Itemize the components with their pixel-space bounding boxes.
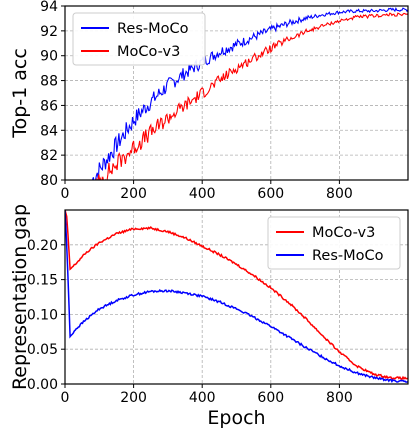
- x-tick-label: 600: [257, 186, 284, 202]
- legend-label: Res-MoCo: [312, 248, 384, 264]
- x-tick-label: 0: [61, 390, 70, 406]
- series-line-moco-v3: [96, 12, 408, 180]
- legend: Res-MoCo MoCo-v3: [72, 12, 206, 66]
- y-tick-label: 88: [40, 74, 58, 90]
- y-tick-label: 80: [40, 173, 58, 189]
- series-line-moco-v3: [65, 210, 408, 381]
- bottom-gap-chart: 0 200 400 600 800 0.00 0.05 0.10 0.15 0.20Represe…: [9, 204, 409, 429]
- y-tick-label: 0.10: [27, 307, 58, 323]
- legend-label: Res-MoCo: [117, 21, 189, 37]
- y-tick-label: 94: [40, 0, 58, 15]
- x-tick-label: 600: [257, 390, 284, 406]
- x-tick-label: 800: [326, 390, 353, 406]
- top-accuracy-chart: 0 200 400 600 800 80 82 84 86 88 90 92 94 Top-1 acc Re…: [9, 0, 409, 202]
- plot-frame: [64, 209, 409, 385]
- y-tick-label: 82: [40, 148, 58, 164]
- y-axis-label: Representation gap: [9, 204, 31, 390]
- y-tick-label: 0.15: [27, 273, 58, 289]
- y-tick-label: 86: [40, 98, 58, 114]
- y-tick-label: 84: [40, 123, 58, 139]
- legend-label: MoCo-v3: [117, 44, 180, 60]
- series-line-res-moco: [65, 210, 408, 384]
- y-tick-label: 0.00: [27, 377, 58, 393]
- y-tick-label: 92: [40, 24, 58, 40]
- legend-label: MoCo-v3: [312, 225, 375, 241]
- y-axis-label: Top-1 acc: [9, 48, 31, 139]
- x-tick-label: 200: [120, 390, 147, 406]
- y-tick-label: 0.20: [27, 238, 58, 254]
- series-line-res-moco: [91, 7, 408, 180]
- plot-frame: [64, 5, 409, 181]
- y-tick-label: 90: [40, 49, 58, 65]
- x-tick-label: 400: [189, 390, 216, 406]
- legend: MoCo-v3 Res-MoCo: [267, 216, 401, 270]
- x-tick-label: 400: [189, 186, 216, 202]
- x-tick-label: 0: [61, 186, 70, 202]
- x-axis-label: Epoch: [207, 407, 265, 429]
- x-tick-label: 200: [120, 186, 147, 202]
- x-tick-label: 800: [326, 186, 353, 202]
- y-tick-label: 0.05: [27, 342, 58, 358]
